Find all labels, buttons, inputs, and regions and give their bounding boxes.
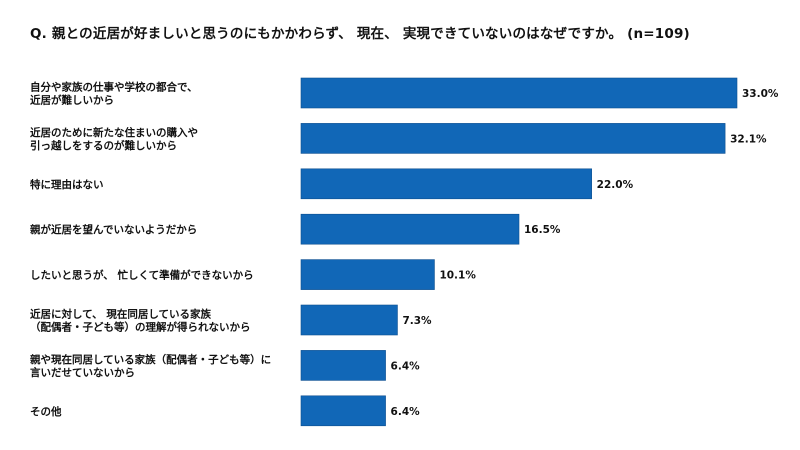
- value-label-2: 32.1%: [730, 133, 767, 145]
- value-label-1: 33.0%: [742, 88, 779, 100]
- value-label-7: 6.4%: [391, 360, 421, 372]
- value-label-6: 7.3%: [402, 315, 432, 327]
- bar-5: [300, 259, 435, 290]
- category-label-6: 近居に対して、 現在同居している家族（配偶者・子ども等）の理解が得られないから: [30, 308, 251, 334]
- value-label-8: 6.4%: [391, 406, 421, 418]
- bar-3: [300, 168, 592, 200]
- bar-4: [300, 213, 520, 245]
- bar-8: [300, 395, 386, 427]
- bar-2: [300, 123, 726, 154]
- category-label-4: 親が近居を望んでいないようだから: [30, 223, 197, 236]
- value-label-5: 10.1%: [439, 270, 476, 282]
- category-label-7: 親や現在同居している家族（配偶者・子ども等）に言いだせていないから: [30, 353, 271, 379]
- bar-1: [300, 77, 738, 109]
- category-label-5: したいと思うが、 忙しくて準備ができないから: [30, 269, 254, 282]
- bar-6: [300, 304, 398, 336]
- category-label-3: 特に理由はない: [30, 178, 104, 191]
- chart-title: Q. 親との近居が好ましいと思うのにもかかわらず、 現在、 実現できていないのは…: [30, 26, 690, 42]
- category-label-8: その他: [30, 405, 62, 418]
- value-label-3: 22.0%: [597, 179, 634, 191]
- category-label-2: 近居のために新たな住まいの購入や引っ越しをするのが難しいから: [30, 126, 198, 152]
- value-label-4: 16.5%: [524, 224, 561, 236]
- bar-7: [300, 350, 386, 381]
- category-label-1: 自分や家族の仕事や学校の都合で、近居が難しいから: [30, 81, 198, 107]
